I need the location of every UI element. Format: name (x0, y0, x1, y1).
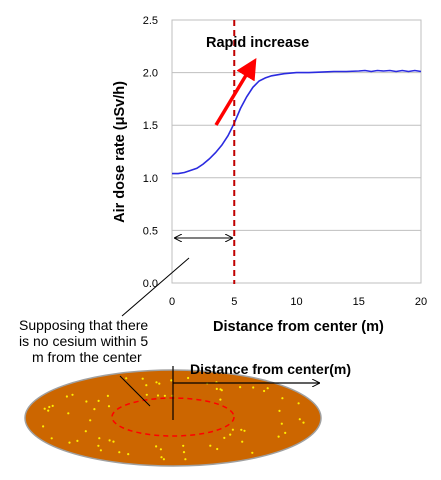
y-tick-label: 1.0 (143, 173, 158, 185)
y-tick-label: 0.5 (143, 225, 158, 237)
cesium-dot (182, 444, 185, 447)
cesium-dot (112, 440, 115, 443)
cesium-dot (68, 441, 71, 444)
note-pointer-line (121, 257, 190, 317)
cesium-dot (155, 381, 158, 384)
cesium-dot (160, 456, 163, 459)
cesium-dot (280, 422, 283, 425)
x-tick-label: 20 (415, 296, 427, 308)
cesium-dot (220, 389, 223, 392)
cesium-dot (65, 395, 68, 398)
cesium-dot (266, 387, 269, 390)
note-to-disk-pointer (119, 375, 151, 407)
cesium-dot (263, 389, 266, 393)
cesium-dot (277, 435, 280, 438)
cesium-dot (106, 394, 109, 397)
cesium-dot (145, 384, 148, 387)
x-tick-labels: 0 5 10 15 20 (169, 296, 427, 308)
cesium-dot (97, 444, 100, 447)
cesium-dot (145, 393, 148, 396)
x-tick-label: 5 (231, 296, 237, 308)
cesium-dot (118, 451, 121, 454)
y-tick-label: 0.0 (143, 278, 158, 290)
cesium-dot (297, 402, 300, 405)
cesium-dot (251, 451, 254, 454)
cesium-dot (302, 421, 305, 424)
cesium-dot (47, 409, 50, 412)
cesium-dot (184, 458, 187, 461)
cesium-dot (127, 453, 130, 456)
y-tick-labels: 0.0 0.5 1.0 1.5 2.0 2.5 (143, 15, 158, 290)
cesium-dot (125, 377, 128, 380)
supposing-note-line-3: m from the center (32, 349, 142, 365)
cesium-dot (182, 451, 186, 454)
cesium-dot (141, 377, 144, 380)
cesium-dot (281, 397, 284, 400)
cesium-dot (50, 437, 53, 440)
supposing-note-line-2: is no cesium within 5 (19, 333, 148, 349)
cesium-dot (71, 393, 74, 396)
cesium-dot (42, 425, 45, 428)
cesium-dot (159, 448, 162, 451)
cesium-dot (48, 405, 51, 409)
y-tick-label: 2.5 (143, 15, 158, 27)
cesium-dots (42, 376, 305, 461)
rapid-increase-label: Rapid increase (206, 35, 309, 51)
cesium-dot (278, 409, 281, 412)
cesium-dot (76, 439, 79, 442)
cesium-dot (163, 394, 166, 397)
cesium-dot (241, 440, 244, 443)
cesium-dot (209, 444, 212, 447)
cesium-dot (243, 429, 246, 432)
cesium-dot (89, 419, 92, 422)
x-tick-label: 10 (290, 296, 302, 308)
cesium-dot (155, 445, 158, 448)
cesium-dot (93, 408, 96, 411)
cesium-dot (108, 439, 111, 442)
cesium-dot (156, 394, 160, 397)
x-tick-label: 15 (353, 296, 365, 308)
cesium-dot (43, 407, 46, 410)
cesium-dot (85, 400, 88, 403)
y-tick-label: 1.5 (143, 120, 158, 132)
cesium-dot (162, 458, 165, 461)
cesium-dot (284, 431, 287, 434)
cesium-dot (51, 404, 54, 407)
rapid-increase-arrow (214, 58, 257, 126)
cesium-dot (298, 418, 301, 421)
distance-from-center-label: Distance from center(m) (190, 361, 351, 377)
cesium-dot (158, 382, 161, 385)
cesium-dot (187, 376, 190, 380)
cesium-dot (97, 399, 100, 402)
cesium-dot (223, 436, 226, 439)
cesium-dot (170, 379, 173, 382)
cesium-dot (229, 433, 232, 436)
cesium-dot (240, 428, 243, 431)
cesium-dot (84, 430, 87, 433)
cesium-dot (99, 449, 102, 452)
cesium-dot (219, 398, 222, 401)
dose-rate-series-line (172, 69, 422, 175)
supposing-note-line-1: Supposing that there (19, 317, 148, 333)
plot-area (171, 19, 422, 284)
cesium-dot (107, 405, 111, 408)
cesium-dot (216, 447, 219, 451)
cesium-dot (239, 386, 242, 389)
cesium-dot (215, 387, 218, 390)
y-tick-label: 2.0 (143, 68, 158, 80)
y-axis-label: Air dose rate (μSv/h) (112, 81, 128, 223)
x-tick-label: 0 (169, 296, 175, 308)
cesium-dot (252, 386, 255, 389)
cesium-dot (231, 428, 234, 431)
cesium-dot (67, 412, 70, 415)
cesium-dot (98, 437, 101, 440)
x-axis-label: Distance from center (m) (213, 319, 384, 335)
